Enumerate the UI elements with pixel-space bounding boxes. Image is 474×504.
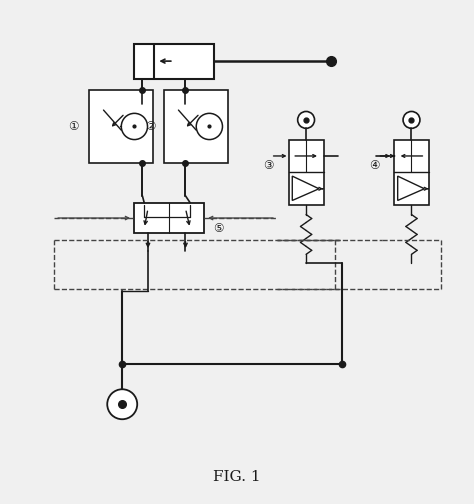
Text: ②: ② <box>145 120 155 133</box>
Text: ③: ③ <box>264 159 274 172</box>
Text: ④: ④ <box>369 159 380 172</box>
Circle shape <box>298 111 315 129</box>
Bar <box>164 90 228 163</box>
Bar <box>134 43 214 79</box>
Bar <box>90 90 153 163</box>
Text: FIG. 1: FIG. 1 <box>213 470 261 484</box>
Circle shape <box>403 111 420 129</box>
Bar <box>394 140 429 205</box>
Bar <box>134 203 204 233</box>
Circle shape <box>196 113 222 140</box>
Text: ①: ① <box>68 120 78 133</box>
Circle shape <box>107 389 137 419</box>
Text: ⑤: ⑤ <box>213 222 223 235</box>
Bar <box>289 140 324 205</box>
Circle shape <box>121 113 147 140</box>
